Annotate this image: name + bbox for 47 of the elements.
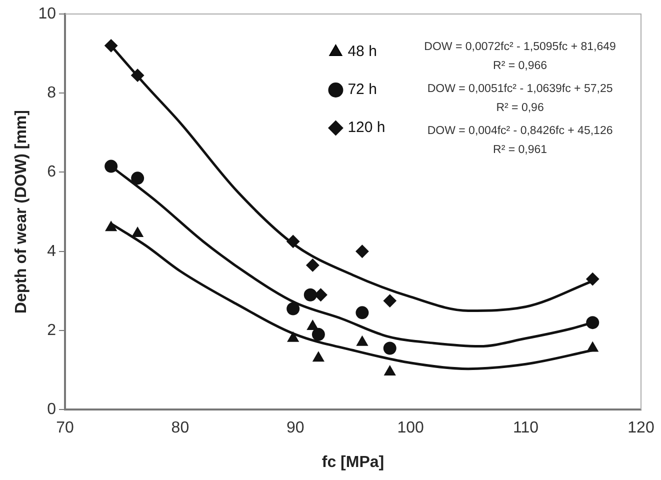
point (314, 288, 328, 302)
y-tick-label: 0 (47, 401, 56, 418)
y-tick-label: 4 (47, 242, 56, 260)
point (105, 221, 117, 232)
legend-label: 48 h (348, 43, 377, 60)
y-axis-title: Depth of wear (DOW) [mm] (13, 110, 30, 314)
point (286, 302, 300, 316)
annotation: R² = 0,96 (496, 102, 544, 114)
point (356, 336, 368, 346)
annotation: R² = 0,961 (493, 144, 548, 156)
y-tick-label: 2 (47, 322, 56, 339)
point (356, 306, 369, 320)
x-tick-label: 110 (513, 420, 539, 437)
point (104, 160, 118, 173)
point (586, 316, 600, 330)
point (312, 328, 325, 341)
point (586, 272, 600, 286)
annotation: R² = 0,966 (493, 60, 548, 72)
point (131, 172, 144, 185)
point (131, 68, 144, 82)
annotation: DOW = 0,0072fc² - 1,5095fc + 81,649 (424, 41, 616, 54)
x-axis-title: fc [MPa] (322, 454, 384, 471)
point (586, 342, 598, 352)
point (383, 342, 396, 355)
annotation: DOW = 0,0051fc² - 1,0639fc + 57,25 (427, 83, 613, 96)
point (304, 288, 317, 302)
point (104, 39, 118, 52)
annotation: DOW = 0,004fc² - 0,8426fc + 45,126 (427, 125, 613, 138)
point (383, 294, 396, 308)
x-tick-label: 80 (171, 420, 190, 437)
x-tick-label: 70 (56, 420, 74, 437)
point (286, 234, 300, 248)
point (287, 332, 299, 342)
y-tick-label: 10 (38, 5, 56, 22)
legend-label: 72 h (348, 81, 377, 98)
point (306, 258, 320, 272)
x-tick-label: 100 (397, 420, 424, 437)
point (306, 320, 318, 330)
point (356, 244, 369, 258)
legend-label: 120 h (348, 119, 386, 136)
x-tick-label: 120 (628, 420, 654, 437)
point (384, 366, 396, 376)
y-tick-label: 6 (47, 164, 56, 181)
y-tick-label: 8 (47, 84, 56, 102)
point (132, 227, 144, 238)
x-tick-label: 90 (286, 420, 304, 437)
point (312, 352, 324, 362)
